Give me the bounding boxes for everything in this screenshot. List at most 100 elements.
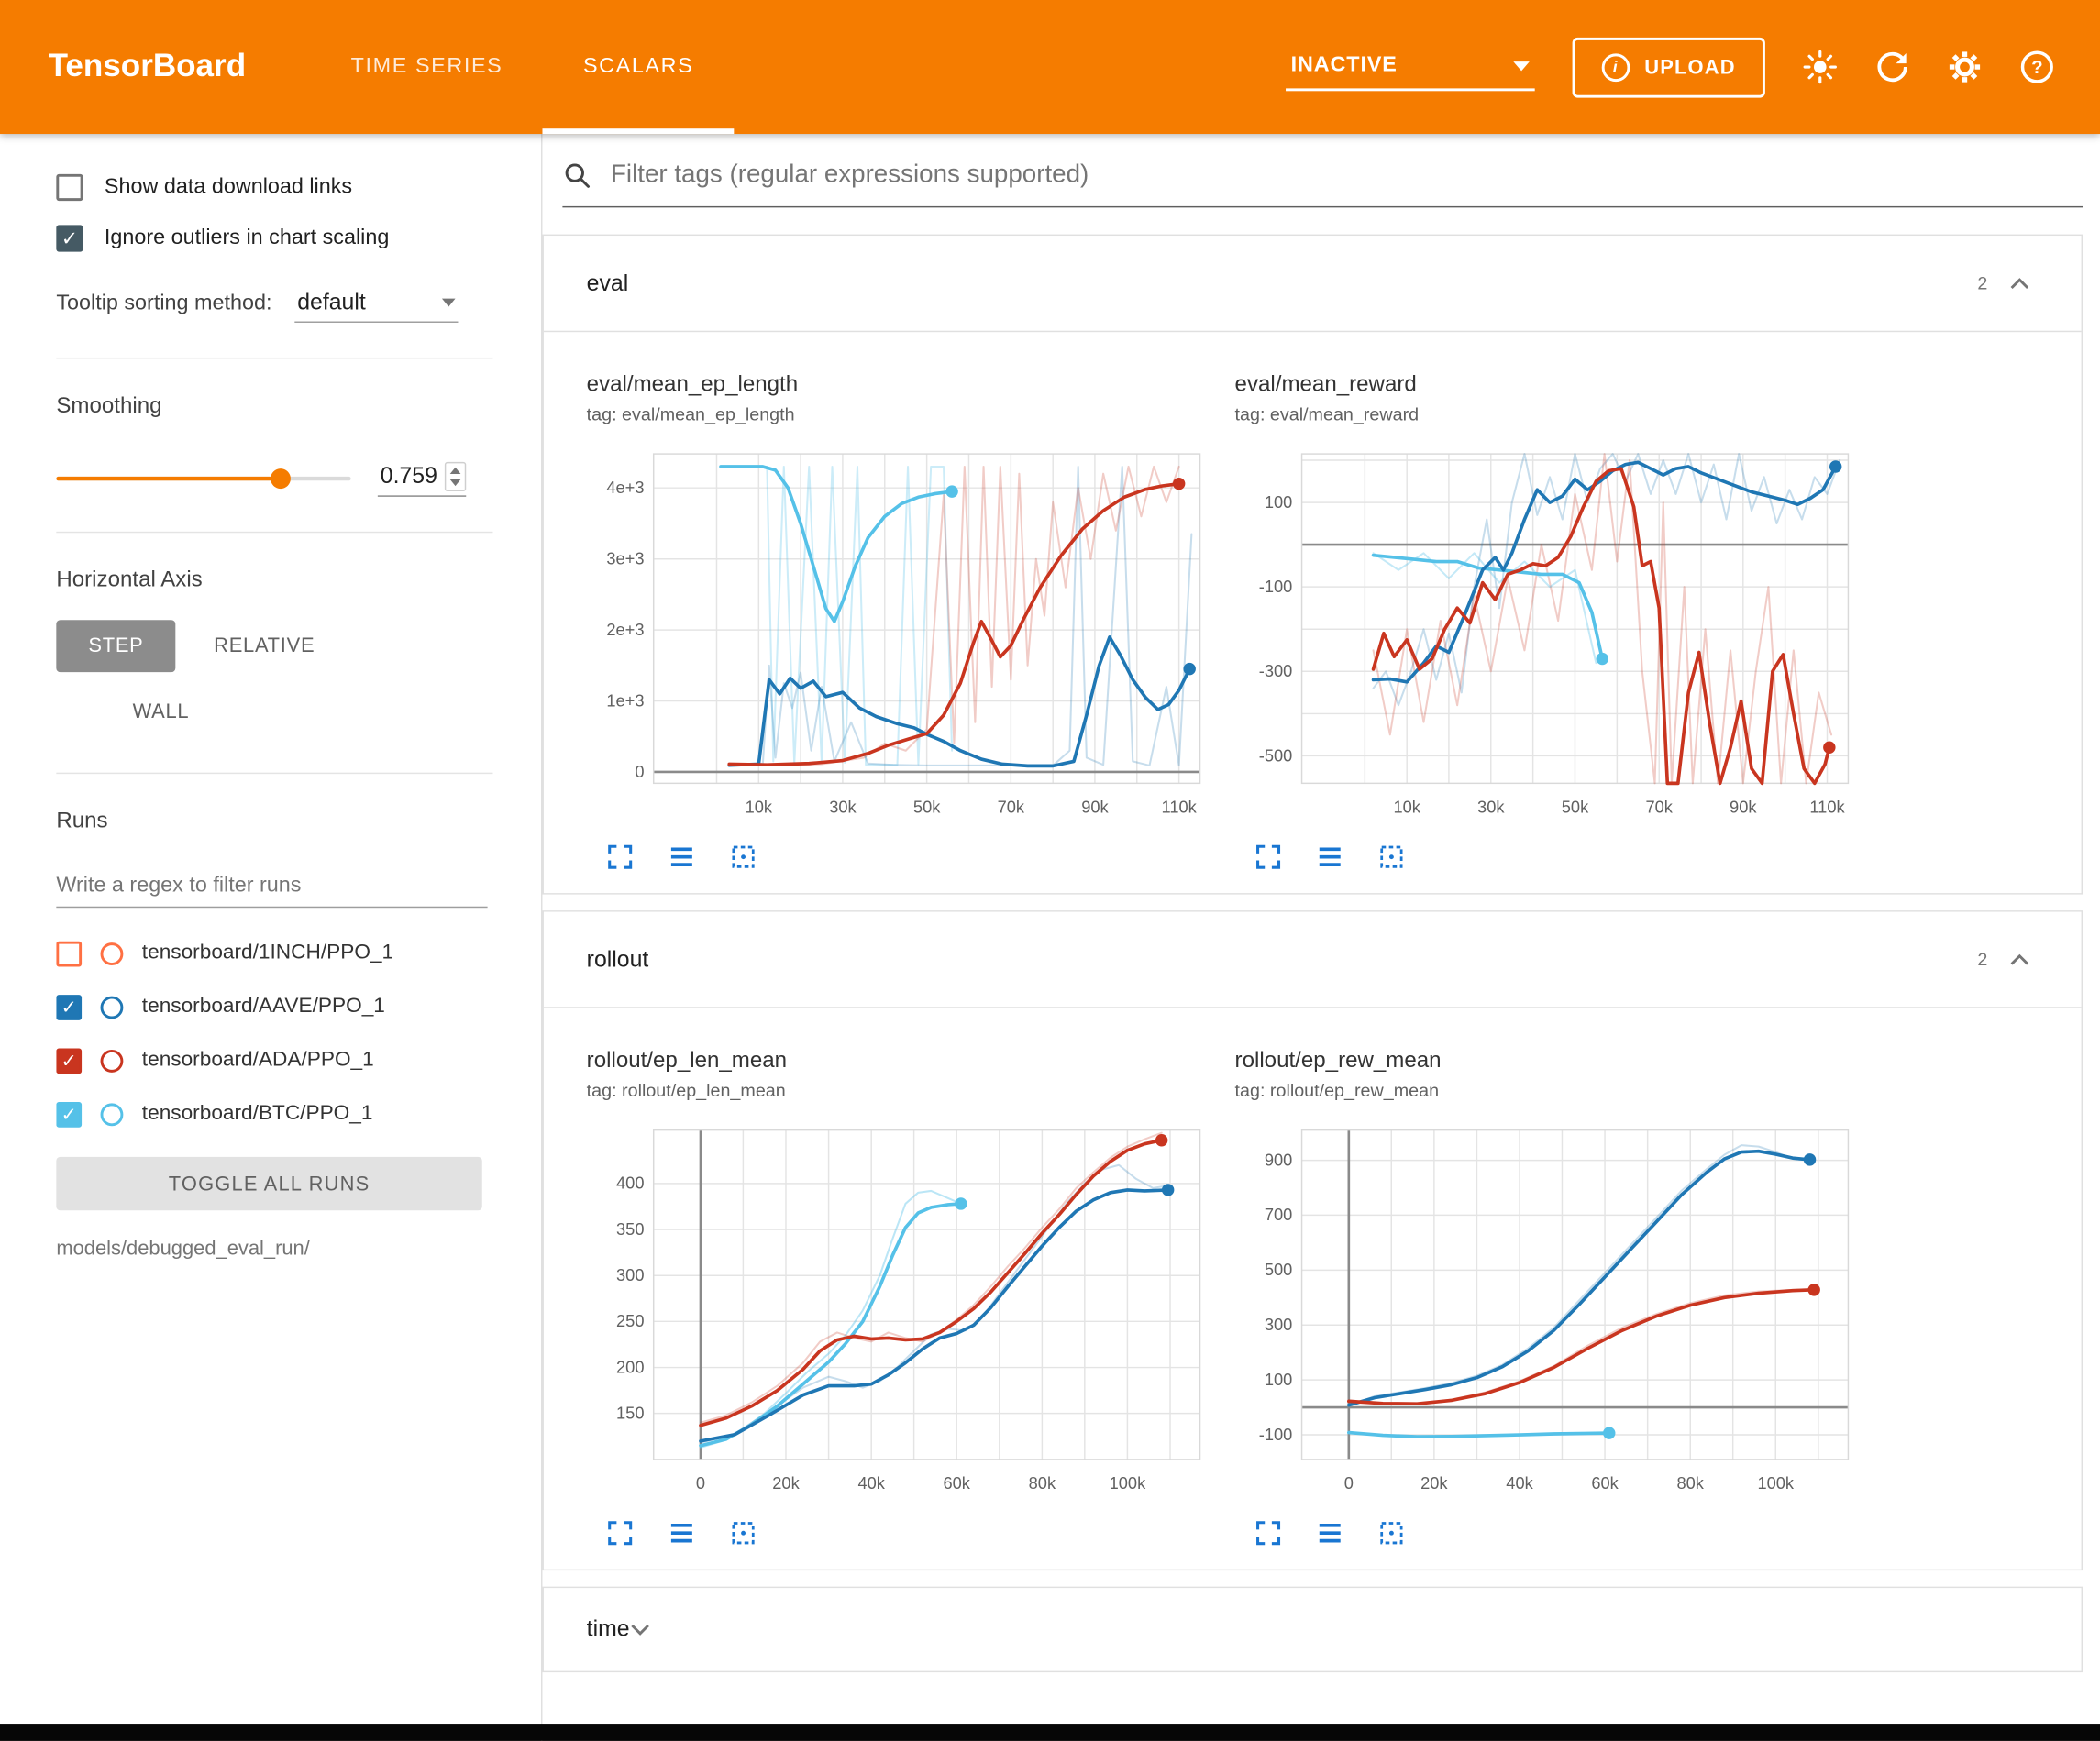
run-row-btc[interactable]: ✓ tensorboard/BTC/PPO_1 [56, 1087, 541, 1140]
run-color-circle[interactable] [100, 1049, 124, 1073]
fit-domain-icon[interactable] [728, 1518, 757, 1548]
runs-table-icon[interactable] [1315, 843, 1344, 872]
app-title: TensorBoard [48, 48, 247, 85]
chevron-down-icon [441, 298, 456, 307]
chevron-up-icon[interactable] [2009, 275, 2030, 292]
section-header-rollout[interactable]: rollout 2 [543, 912, 2082, 1008]
content-area: ✓ Show data download links ✓ Ignore outl… [0, 134, 2100, 1741]
search-icon [565, 163, 590, 188]
run-row-aave[interactable]: ✓ tensorboard/AAVE/PPO_1 [56, 980, 541, 1033]
svg-text:80k: 80k [1029, 1473, 1056, 1493]
expand-chart-icon[interactable] [1254, 843, 1283, 872]
smoothing-label: Smoothing [56, 393, 162, 418]
chart-canvas[interactable]: 0 20k 40k 60k 80k 100k -100 100 300 500 700 900 [1235, 1117, 1864, 1507]
tooltip-sorting-label: Tooltip sorting method: [56, 292, 272, 315]
check-icon: ✓ [61, 1103, 77, 1125]
axis-step-button[interactable]: STEP [56, 620, 176, 673]
ignore-outliers-checkbox-row[interactable]: ✓ Ignore outliers in chart scaling [56, 225, 541, 252]
svg-text:-100: -100 [1259, 577, 1293, 596]
runs-table-icon[interactable] [667, 1518, 696, 1548]
chart-tag: tag: eval/mean_ep_length [586, 404, 795, 424]
chart-canvas[interactable]: 10k 30k 50k 70k 90k 110k 100 -100 -300 -500 [1235, 440, 1864, 831]
run-row-ada[interactable]: ✓ tensorboard/ADA/PPO_1 [56, 1033, 541, 1086]
svg-text:10k: 10k [746, 797, 773, 816]
svg-text:100k: 100k [1110, 1473, 1146, 1493]
svg-text:?: ? [2031, 57, 2043, 78]
ignore-outliers-checkbox[interactable]: ✓ [56, 225, 83, 252]
run-checkbox[interactable]: ✓ [56, 940, 83, 966]
chart-rollout-ep-rew-mean: rollout/ep_rew_mean tag: rollout/ep_rew_… [1235, 1049, 1884, 1548]
section-card-time: time [542, 1586, 2083, 1673]
show-download-links-checkbox-row[interactable]: ✓ Show data download links [56, 173, 541, 202]
run-checkbox[interactable]: ✓ [56, 1101, 83, 1127]
help-icon[interactable]: ? [2019, 50, 2054, 84]
tab-time-series[interactable]: TIME SERIES [350, 54, 503, 78]
chart-canvas[interactable]: 10k 30k 50k 70k 90k 110k 0 1e+3 2e+3 3e+3 4e+3 [587, 440, 1216, 831]
chart-toolbar [605, 843, 1234, 872]
fit-domain-icon[interactable] [1376, 843, 1406, 872]
brightness-icon[interactable] [1803, 50, 1838, 84]
smoothing-value-input[interactable]: 0.759 [377, 459, 467, 497]
upload-button[interactable]: i UPLOAD [1572, 37, 1765, 97]
run-color-circle[interactable] [100, 995, 124, 1019]
number-spinner[interactable] [444, 461, 467, 491]
spinner-up-icon[interactable] [449, 467, 461, 475]
svg-text:60k: 60k [943, 1473, 970, 1493]
chart-title: eval/mean_reward [1234, 372, 1417, 397]
tag-filter-input[interactable] [610, 160, 2083, 191]
info-icon: i [1601, 52, 1630, 82]
svg-text:50k: 50k [1562, 797, 1589, 816]
runs-table-icon[interactable] [1315, 1518, 1344, 1548]
run-row-1inch[interactable]: ✓ tensorboard/1INCH/PPO_1 [56, 927, 541, 980]
run-color-circle[interactable] [100, 942, 124, 965]
svg-text:110k: 110k [1162, 797, 1198, 816]
checkbox-label: Ignore outliers in chart scaling [104, 226, 390, 249]
run-color-circle[interactable] [100, 1102, 124, 1126]
svg-text:70k: 70k [1645, 797, 1673, 816]
main-tabs: TIME SERIES SCALARS [311, 0, 735, 135]
svg-text:10k: 10k [1393, 797, 1420, 816]
section-header-eval[interactable]: eval 2 [543, 236, 2082, 333]
chart-eval-mean-ep-length: eval/mean_ep_length tag: eval/mean_ep_le… [587, 372, 1235, 872]
slider-thumb[interactable] [270, 468, 291, 489]
spinner-down-icon[interactable] [449, 479, 461, 487]
runs-table-icon[interactable] [667, 843, 696, 872]
show-download-links-checkbox[interactable]: ✓ [56, 173, 83, 202]
fit-domain-icon[interactable] [728, 843, 757, 872]
run-checkbox[interactable]: ✓ [56, 994, 83, 1020]
svg-text:30k: 30k [1477, 797, 1505, 816]
check-icon: ✓ [61, 226, 79, 250]
expand-chart-icon[interactable] [1254, 1518, 1283, 1548]
axis-relative-button[interactable]: RELATIVE [214, 634, 315, 658]
settings-sidebar: ✓ Show data download links ✓ Ignore outl… [0, 134, 543, 1741]
check-icon: ✓ [61, 1049, 77, 1072]
chart-canvas[interactable]: 0 20k 40k 60k 80k 100k 150 200 250 300 350 400 [587, 1117, 1216, 1507]
expand-chart-icon[interactable] [605, 843, 635, 872]
runs-filter-input[interactable] [56, 863, 488, 909]
chevron-down-icon[interactable] [630, 1622, 651, 1638]
runs-heading: Runs [56, 809, 108, 833]
chart-tag: tag: rollout/ep_len_mean [586, 1080, 786, 1101]
settings-gear-icon[interactable] [1948, 50, 1983, 84]
axis-wall-button[interactable]: WALL [132, 700, 190, 723]
tooltip-sorting-dropdown[interactable]: default [294, 284, 459, 323]
divider [56, 531, 493, 534]
chevron-up-icon[interactable] [2009, 952, 2030, 968]
smoothing-value: 0.759 [380, 463, 437, 490]
run-checkbox[interactable]: ✓ [56, 1047, 83, 1074]
svg-text:700: 700 [1265, 1205, 1292, 1224]
toggle-all-runs-button[interactable]: TOGGLE ALL RUNS [56, 1156, 482, 1211]
chart-tag: tag: eval/mean_reward [1234, 404, 1420, 424]
chart-toolbar [1254, 1518, 1883, 1548]
smoothing-slider[interactable] [56, 468, 351, 489]
section-card-eval: eval 2 eval/mean_ep_length tag: eval/mea… [542, 234, 2083, 895]
svg-text:20k: 20k [1420, 1473, 1448, 1493]
chart-tag: tag: rollout/ep_rew_mean [1234, 1080, 1440, 1101]
refresh-icon[interactable] [1875, 50, 1910, 84]
section-header-time[interactable]: time [544, 1588, 2082, 1671]
status-dropdown[interactable]: INACTIVE [1285, 43, 1535, 92]
fit-domain-icon[interactable] [1376, 1518, 1406, 1548]
tab-scalars[interactable]: SCALARS [543, 0, 735, 135]
chart-toolbar [605, 1518, 1234, 1548]
expand-chart-icon[interactable] [605, 1518, 635, 1548]
